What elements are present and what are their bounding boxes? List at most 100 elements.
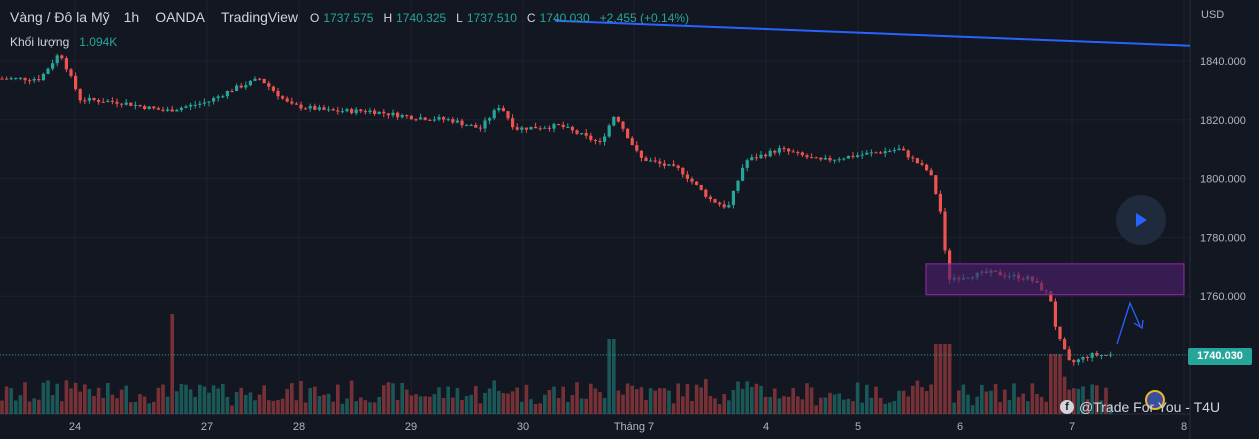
candle-body <box>193 104 197 106</box>
candle-body <box>51 63 55 69</box>
candle-body <box>515 127 519 130</box>
volume-bar <box>874 386 878 414</box>
candle-body <box>851 156 855 158</box>
volume-bar <box>441 397 446 414</box>
volume-bar <box>731 389 736 414</box>
y-tick-label: 1760.000 <box>1200 291 1246 303</box>
volume-bar <box>202 386 207 414</box>
candle-body <box>1090 353 1094 358</box>
volume-bar <box>819 397 823 414</box>
candle-body <box>294 103 298 105</box>
candle-body <box>41 73 45 81</box>
open-label: O <box>310 11 320 25</box>
candle-body <box>800 152 804 156</box>
candle-body <box>1076 359 1080 363</box>
candle-body <box>759 154 763 159</box>
volume-bar <box>423 396 427 414</box>
candle-body <box>566 126 570 128</box>
volume-bar <box>524 384 529 414</box>
volume-legend[interactable]: Khối lượng 1.094K <box>10 35 117 49</box>
candle-body <box>929 170 933 176</box>
candle-body <box>340 111 344 113</box>
volume-bar <box>704 378 708 414</box>
volume-bar <box>285 388 289 414</box>
volume-bar <box>630 385 634 414</box>
candle-body <box>32 79 36 81</box>
volume-bar <box>308 388 312 414</box>
volume-bar <box>175 391 179 414</box>
candle-body <box>814 157 818 159</box>
volume-bar <box>395 399 400 414</box>
candle-body <box>603 136 607 142</box>
volume-bar <box>722 393 726 414</box>
candle-body <box>699 184 703 190</box>
volume-bar <box>46 380 50 414</box>
candle-body <box>382 111 386 114</box>
candle-body <box>561 124 565 128</box>
volume-bar <box>699 387 703 414</box>
volume-bar <box>478 403 483 414</box>
volume-bar <box>543 394 547 414</box>
candle-body <box>446 119 450 121</box>
candle-body <box>0 78 4 80</box>
volume-bar <box>625 383 630 414</box>
volume-bar <box>1053 354 1058 414</box>
candle-body <box>607 125 611 137</box>
candle-body <box>943 211 947 251</box>
candle-body <box>667 164 671 166</box>
candle-body <box>455 120 459 123</box>
candle-body <box>1099 354 1103 356</box>
x-tick-label: 28 <box>293 421 305 433</box>
volume-bar <box>1058 354 1062 414</box>
volume-bar <box>989 390 993 414</box>
candle-body <box>474 124 478 128</box>
volume-bar <box>837 393 841 414</box>
volume-bar <box>14 400 18 414</box>
volume-bar <box>322 394 326 414</box>
candle-body <box>842 158 846 160</box>
volume-bar <box>492 380 496 414</box>
volume-bar <box>92 396 96 414</box>
volume-bar <box>1012 383 1016 414</box>
candle-body <box>764 154 768 157</box>
volume-bar <box>483 392 487 414</box>
volume-bar <box>717 404 722 414</box>
candle-body <box>768 150 772 157</box>
volume-bar <box>754 383 759 414</box>
timeframe[interactable]: 1h <box>123 9 140 25</box>
currency-label[interactable]: USD <box>1201 9 1225 21</box>
candle-body <box>5 78 9 80</box>
volume-bar <box>359 397 363 414</box>
symbol-name[interactable]: Vàng / Đô la Mỹ <box>10 9 110 25</box>
volume-bar <box>1095 385 1099 414</box>
candle-body <box>253 78 257 81</box>
volume-bar <box>957 390 961 414</box>
candle-body <box>635 145 639 151</box>
candle-body <box>207 101 211 103</box>
volume-bar <box>911 385 915 414</box>
volume-bar <box>653 390 657 414</box>
volume-bar <box>23 382 27 414</box>
volume-bar <box>469 394 473 414</box>
volume-bar <box>244 394 248 414</box>
volume-bar <box>589 383 593 414</box>
candle-body <box>442 117 446 120</box>
candle-body <box>409 115 413 120</box>
volume-bar <box>303 402 308 414</box>
play-button[interactable] <box>1116 195 1166 245</box>
candle-body <box>879 152 883 154</box>
candle-body <box>584 133 588 136</box>
y-tick-label: 1840.000 <box>1200 56 1246 68</box>
open-value: 1737.575 <box>323 11 374 25</box>
volume-bar <box>561 386 565 414</box>
volume-bar <box>161 384 165 414</box>
us-flag-icon[interactable] <box>1145 390 1165 410</box>
volume-bar <box>207 392 211 414</box>
candle-body <box>626 128 630 139</box>
volume-bar <box>952 402 956 414</box>
volume-bar <box>648 388 653 414</box>
volume-bar <box>975 396 979 414</box>
volume-bar <box>1076 388 1081 414</box>
candle-body <box>552 123 556 129</box>
